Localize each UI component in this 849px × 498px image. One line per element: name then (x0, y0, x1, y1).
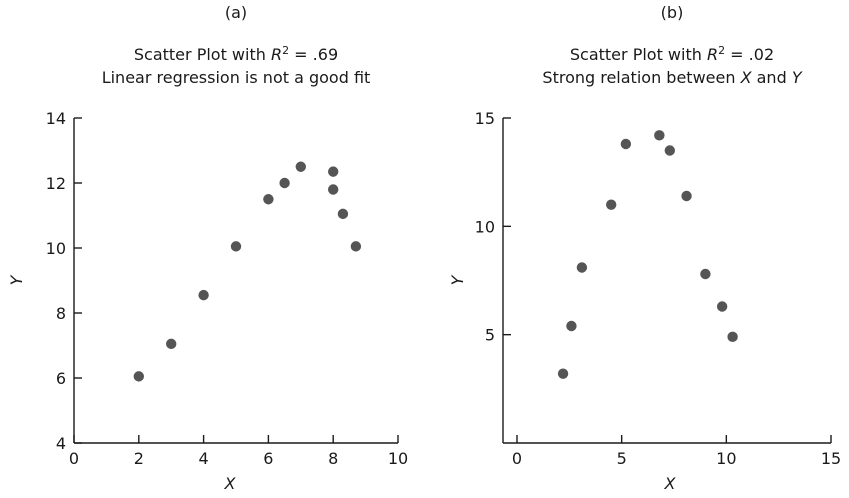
x-tick-label-b: 5 (617, 449, 627, 468)
data-point-a (295, 161, 306, 172)
data-point-a (198, 289, 209, 301)
y-tick-label-a: 10 (46, 239, 66, 258)
data-point-b (716, 301, 728, 312)
x-tick-label-a: 10 (388, 449, 408, 468)
data-point-b (681, 190, 692, 202)
data-point-a (133, 371, 144, 382)
data-point-a (230, 241, 242, 252)
data-point-b (727, 331, 738, 343)
data-point-b (576, 262, 588, 273)
x-tick-label-b: 0 (512, 449, 522, 468)
x-tick-label-a: 0 (69, 449, 79, 468)
y-tick-label-b: 5 (485, 326, 495, 345)
data-point-b (620, 138, 632, 150)
data-point-b (654, 130, 665, 141)
x-tick-label-a: 8 (328, 449, 338, 468)
data-point-a (350, 241, 362, 252)
x-tick-label-a: 4 (199, 449, 209, 468)
y-tick-label-b: 10 (475, 217, 495, 236)
x-tick-label-a: 6 (263, 449, 273, 468)
chart-title-a: Scatter Plot with R2 = .69 (134, 44, 338, 65)
y-tick-label-a: 4 (56, 434, 66, 453)
data-point-b (700, 268, 711, 280)
y-tick-label-a: 12 (46, 174, 66, 193)
data-point-b (664, 145, 676, 156)
data-point-a (263, 194, 274, 205)
x-tick-label-a: 2 (134, 449, 144, 468)
y-tick-label-a: 14 (46, 109, 66, 128)
chart-subtitle-b: Strong relation between X and Y (542, 68, 802, 87)
y-tick-label-a: 8 (56, 304, 66, 323)
data-point-a (328, 166, 339, 177)
x-axis-label-b: X (664, 474, 677, 493)
x-axis-label-a: X (224, 474, 237, 493)
y-axis-label-b: Y (448, 274, 467, 285)
data-point-b (566, 320, 577, 332)
chart-title-b: Scatter Plot with R2 = .02 (570, 44, 774, 65)
x-tick-label-b: 10 (716, 449, 736, 468)
y-tick-label-a: 6 (56, 369, 66, 388)
data-point-b (557, 368, 569, 379)
panel-label-b: (b) (661, 3, 684, 22)
panel-label-a: (a) (225, 3, 247, 22)
data-point-b (606, 199, 617, 210)
y-tick-label-b: 15 (475, 109, 495, 128)
chart-subtitle-a: Linear regression is not a good fit (102, 68, 371, 87)
y-axis-label-a: Y (7, 274, 26, 285)
x-tick-label-b: 15 (821, 449, 841, 468)
data-point-a (328, 184, 339, 195)
data-point-a (166, 338, 177, 350)
data-point-a (337, 208, 349, 220)
data-point-a (279, 177, 290, 189)
